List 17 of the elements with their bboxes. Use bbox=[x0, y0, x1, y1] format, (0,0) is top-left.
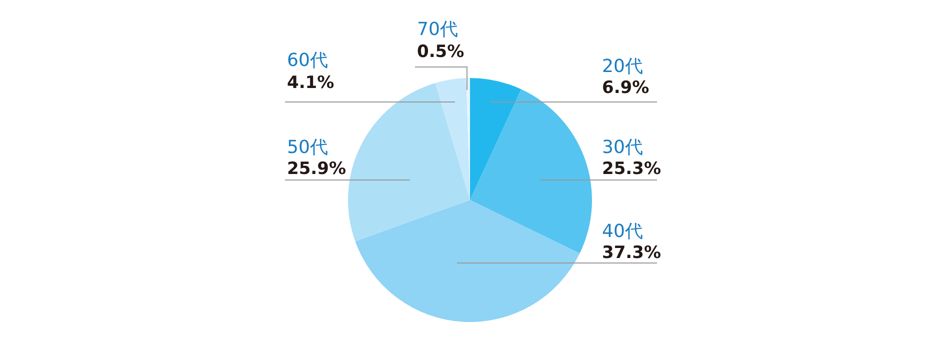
slice-label: 20代 bbox=[602, 56, 643, 77]
pie-slice bbox=[355, 200, 580, 322]
pie-slice bbox=[435, 78, 470, 200]
slice-label: 50代 bbox=[287, 137, 328, 158]
data-label: 6.9% bbox=[602, 78, 650, 98]
slice-label: 40代 bbox=[602, 221, 643, 242]
slice-label: 70代 bbox=[417, 19, 458, 40]
pie-slice bbox=[470, 78, 522, 200]
data-label: 0.5% bbox=[417, 42, 464, 62]
slice-label: 30代 bbox=[602, 137, 643, 158]
data-label: 25.9% bbox=[287, 159, 346, 179]
data-label: 25.3% bbox=[602, 159, 661, 179]
slice-label: 60代 bbox=[287, 50, 328, 71]
pie-slice bbox=[348, 83, 470, 242]
data-label: 4.1% bbox=[287, 73, 334, 93]
pie-slice bbox=[470, 89, 592, 254]
data-label: 37.3% bbox=[602, 243, 661, 263]
